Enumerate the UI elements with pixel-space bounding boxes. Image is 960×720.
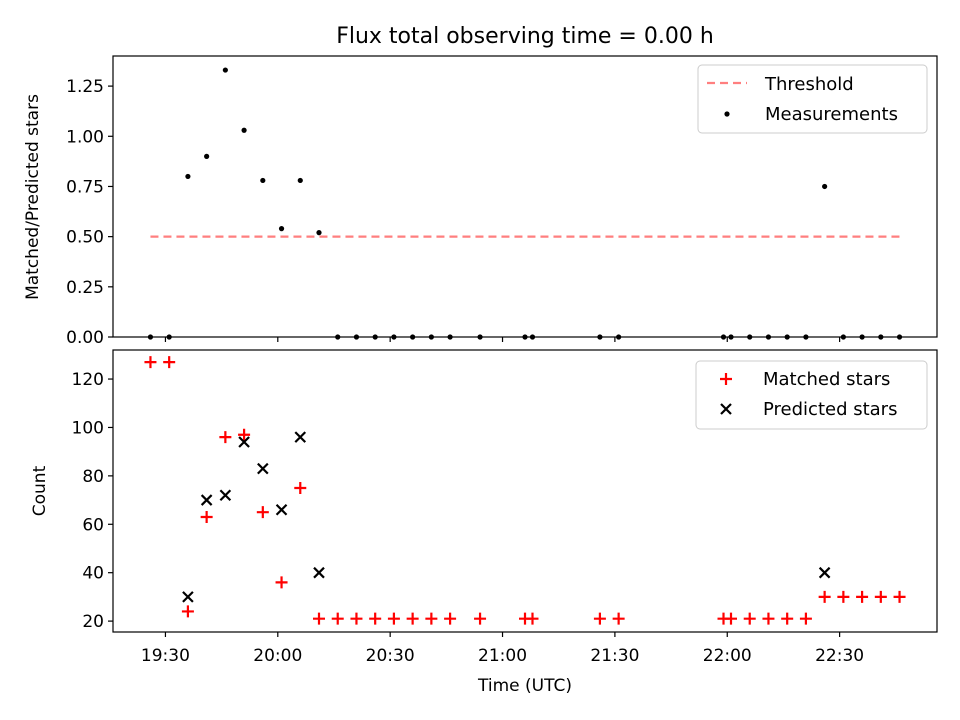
y-tick-label: 60: [82, 515, 104, 535]
measurement-point: [185, 173, 191, 180]
y-tick-label: 0.75: [66, 177, 104, 197]
matched-star-point: [275, 576, 288, 589]
matched-star-point: [856, 590, 869, 603]
matched-star-point: [387, 612, 400, 625]
matched-star-point: [294, 481, 307, 494]
matched-star-point: [612, 612, 625, 625]
bottom-panel-frame: [112, 349, 938, 633]
threshold-legend-label: Threshold: [764, 74, 854, 95]
y-tick-label: 1.25: [66, 77, 104, 97]
x-axis-label: Time (UTC): [477, 676, 572, 696]
predicted-stars-legend-label: Predicted stars: [763, 399, 897, 420]
matched-star-point: [593, 612, 606, 625]
matched-star-point: [313, 612, 325, 625]
matched-star-point: [181, 605, 194, 618]
predicted-star-point: [238, 436, 250, 448]
matched-star-point: [350, 612, 363, 625]
matched-star-point: [781, 612, 794, 625]
x-tick-label: 19:30: [141, 646, 190, 666]
top-panel-y-ticks: 0.00 0.25 0.50 0.75 1.00 1.25: [66, 77, 113, 348]
matched-stars-legend-handle: [720, 373, 732, 385]
top-panel-marks: [147, 67, 903, 340]
measurement-point: [316, 230, 322, 236]
bottom-legend-box: [695, 360, 928, 430]
measurement-point: [822, 183, 828, 190]
x-tick-label: 21:00: [478, 646, 527, 666]
bottom-panel-y-ticks: 20 40 60 80 100 120: [72, 370, 113, 632]
matched-star-point: [874, 590, 887, 603]
matched-star-point: [331, 612, 344, 625]
top-panel: 0.00 0.25 0.50 0.75 1.00 1.25 Matched/Predict…: [23, 55, 938, 348]
x-tick-label: 22:30: [815, 646, 864, 666]
y-tick-label: 80: [82, 467, 104, 487]
matched-star-point: [893, 590, 906, 603]
measurement-point: [297, 177, 303, 184]
x-tick-label: 22:00: [703, 646, 752, 666]
measurement-point: [260, 177, 266, 184]
matched-star-point: [238, 428, 251, 441]
predicted-stars-legend-handle: [720, 403, 732, 415]
x-tick-label: 20:30: [366, 646, 415, 666]
matched-star-point: [526, 612, 539, 625]
matched-star-point: [474, 612, 487, 625]
predicted-star-point: [219, 489, 232, 502]
predicted-star-point: [257, 462, 269, 475]
y-tick-label: 0.00: [66, 328, 104, 348]
y-tick-label: 120: [72, 370, 104, 390]
y-tick-label: 0.25: [66, 278, 104, 298]
top-panel-x-ticks: [164, 337, 841, 342]
matched-star-point: [818, 590, 831, 603]
x-tick-label: 21:30: [590, 646, 639, 666]
measurements-legend-label: Measurements: [765, 104, 898, 125]
matched-star-point: [762, 612, 775, 625]
y-tick-label: 100: [72, 418, 104, 438]
matched-stars-legend-label: Matched stars: [763, 369, 890, 390]
top-legend-box: [697, 64, 928, 134]
predicted-star-point: [182, 591, 194, 603]
measurement-point: [241, 127, 247, 133]
matched-star-point: [406, 612, 419, 625]
matched-star-point: [425, 612, 438, 625]
matched-star-point: [444, 612, 457, 625]
matched-star-point: [369, 612, 382, 625]
predicted-star-point: [275, 503, 288, 516]
measurement-point: [222, 67, 228, 73]
matched-star-point: [743, 612, 756, 625]
top-panel-y-axis-label: Matched/Predicted stars: [23, 94, 43, 300]
measurement-point: [278, 226, 285, 232]
matched-star-point: [799, 612, 812, 625]
matched-star-point: [163, 356, 176, 369]
bottom-panel-y-axis-label: Count: [30, 465, 50, 516]
x-tick-label: 20:00: [253, 646, 302, 666]
predicted-star-point: [818, 566, 831, 579]
matched-star-point: [200, 511, 213, 524]
measurement-point: [204, 153, 210, 159]
bottom-panel: 20 40 60 80 100 120 19:30 20:00 20:30 21:00 21:30…: [30, 349, 938, 696]
matched-star-point: [144, 356, 157, 369]
bottom-panel-marks: [144, 356, 906, 625]
y-tick-label: 1.00: [66, 127, 104, 147]
chart-title: Flux total observing time = 0.00 h: [336, 24, 714, 49]
top-panel-frame: [112, 55, 938, 338]
matched-star-point: [725, 612, 737, 625]
predicted-star-point: [294, 431, 307, 443]
predicted-star-point: [200, 494, 213, 506]
top-panel-legend: Threshold Measurements: [697, 64, 928, 134]
y-tick-label: 40: [82, 564, 104, 584]
predicted-star-point: [313, 566, 325, 579]
matched-star-point: [837, 590, 850, 603]
matched-star-point: [256, 506, 269, 519]
measurements-legend-handle: [724, 111, 730, 117]
matched-star-point: [219, 431, 232, 444]
y-tick-label: 0.50: [66, 228, 104, 248]
bottom-panel-legend: Matched stars Predicted stars: [695, 360, 928, 430]
bottom-panel-x-ticks: 19:30 20:00 20:30 21:00 21:30 22:00 22:30: [141, 632, 864, 666]
y-tick-label: 20: [82, 612, 104, 632]
